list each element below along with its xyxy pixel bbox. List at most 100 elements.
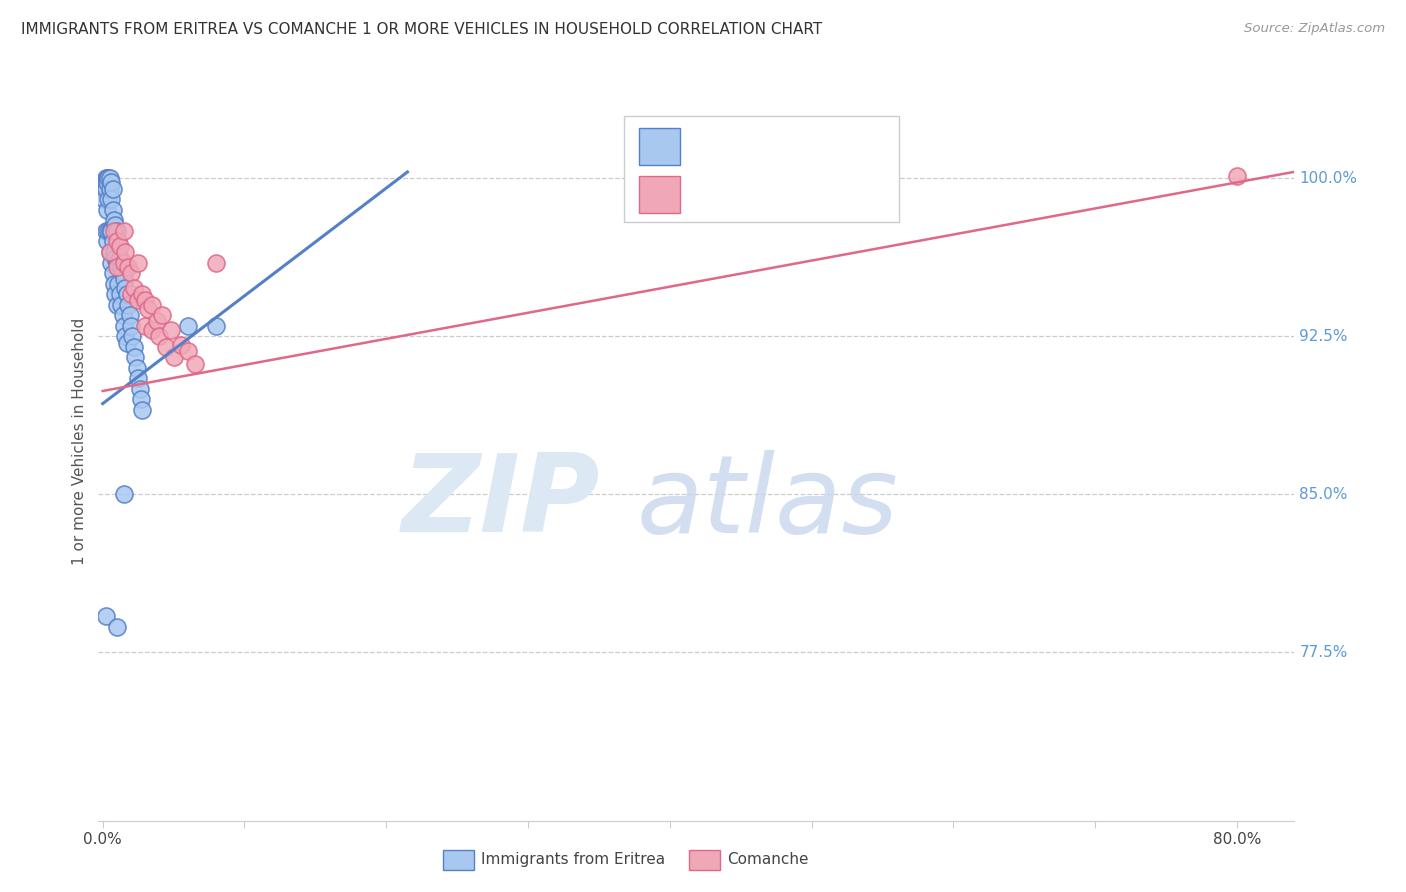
Point (103, 224, 125, 238)
Point (96, 235, 118, 249)
Point (125, 360, 148, 375)
Point (94, 224, 117, 238)
Point (103, 244, 125, 259)
Bar (638, 177, 681, 212)
Point (110, 298, 132, 312)
Point (128, 382, 150, 396)
Point (150, 308, 173, 322)
Text: Immigrants from Eritrea: Immigrants from Eritrea (481, 853, 665, 867)
Point (118, 308, 141, 322)
Point (105, 235, 128, 249)
Point (98, 244, 121, 259)
Point (108, 238, 131, 252)
Text: IMMIGRANTS FROM ERITREA VS COMANCHE 1 OR MORE VEHICLES IN HOUSEHOLD CORRELATION : IMMIGRANTS FROM ERITREA VS COMANCHE 1 OR… (21, 22, 823, 37)
Point (93, 176, 115, 190)
Point (101, 235, 124, 249)
Point (108, 287, 131, 301)
Point (105, 298, 128, 312)
Point (94, 609, 117, 624)
Point (129, 392, 152, 407)
Point (93, 182, 115, 196)
Point (131, 403, 153, 417)
Point (103, 277, 125, 291)
Point (141, 323, 163, 337)
Point (105, 260, 128, 274)
Point (122, 281, 145, 295)
Point (127, 255, 149, 269)
Point (96, 202, 118, 217)
Point (127, 293, 149, 308)
Point (96, 176, 118, 190)
Point (97, 192, 120, 206)
Point (112, 224, 135, 238)
Point (115, 287, 138, 301)
Point (177, 318, 200, 333)
Point (121, 329, 143, 343)
Point (162, 351, 184, 365)
Point (117, 298, 139, 312)
Point (114, 281, 136, 295)
Point (120, 318, 142, 333)
Text: 100.0%: 100.0% (1299, 170, 1358, 186)
Point (107, 277, 129, 291)
Point (104, 218, 127, 232)
Point (169, 337, 191, 351)
Point (155, 340, 177, 354)
Point (101, 182, 124, 196)
Text: ZIP: ZIP (402, 450, 600, 555)
Point (94, 182, 117, 196)
Text: Comanche: Comanche (727, 853, 808, 867)
Point (97, 224, 120, 238)
Text: R = 0.337   N = 31: R = 0.337 N = 31 (693, 191, 851, 210)
Point (94, 171, 117, 186)
Point (100, 176, 122, 190)
Y-axis label: 1 or more Vehicles in Household: 1 or more Vehicles in Household (72, 318, 87, 566)
Point (122, 340, 145, 354)
Point (1226, 169, 1249, 184)
Point (177, 343, 200, 358)
Point (112, 272, 135, 286)
Point (141, 298, 163, 312)
Point (112, 318, 135, 333)
Point (101, 266, 124, 280)
Point (94, 176, 117, 190)
Point (110, 260, 132, 274)
Point (98, 182, 121, 196)
Point (100, 255, 122, 269)
Point (111, 308, 134, 322)
Point (97, 171, 120, 186)
Point (134, 318, 156, 333)
Point (134, 293, 156, 308)
Point (112, 487, 135, 501)
Point (105, 255, 128, 269)
Text: atlas: atlas (637, 450, 898, 555)
Point (114, 329, 136, 343)
Point (100, 224, 122, 238)
Point (124, 351, 146, 365)
Point (145, 314, 167, 328)
Point (105, 224, 128, 238)
Text: R = 0.236   N = 65: R = 0.236 N = 65 (693, 146, 851, 165)
Point (107, 235, 129, 249)
Text: 92.5%: 92.5% (1299, 329, 1348, 343)
Text: 85.0%: 85.0% (1299, 487, 1348, 501)
Point (98, 244, 121, 259)
Point (159, 323, 181, 337)
Point (131, 287, 153, 301)
Point (100, 192, 122, 206)
Point (108, 252, 131, 266)
Point (148, 329, 170, 343)
Point (120, 287, 142, 301)
Point (111, 266, 134, 280)
Bar (638, 128, 681, 165)
Point (101, 202, 124, 217)
Point (114, 244, 136, 259)
Point (98, 224, 121, 238)
Point (120, 266, 142, 280)
Point (117, 260, 139, 274)
Point (105, 620, 128, 634)
Point (115, 335, 138, 350)
Text: Source: ZipAtlas.com: Source: ZipAtlas.com (1244, 22, 1385, 36)
Point (103, 213, 125, 227)
Text: 77.5%: 77.5% (1299, 645, 1348, 660)
